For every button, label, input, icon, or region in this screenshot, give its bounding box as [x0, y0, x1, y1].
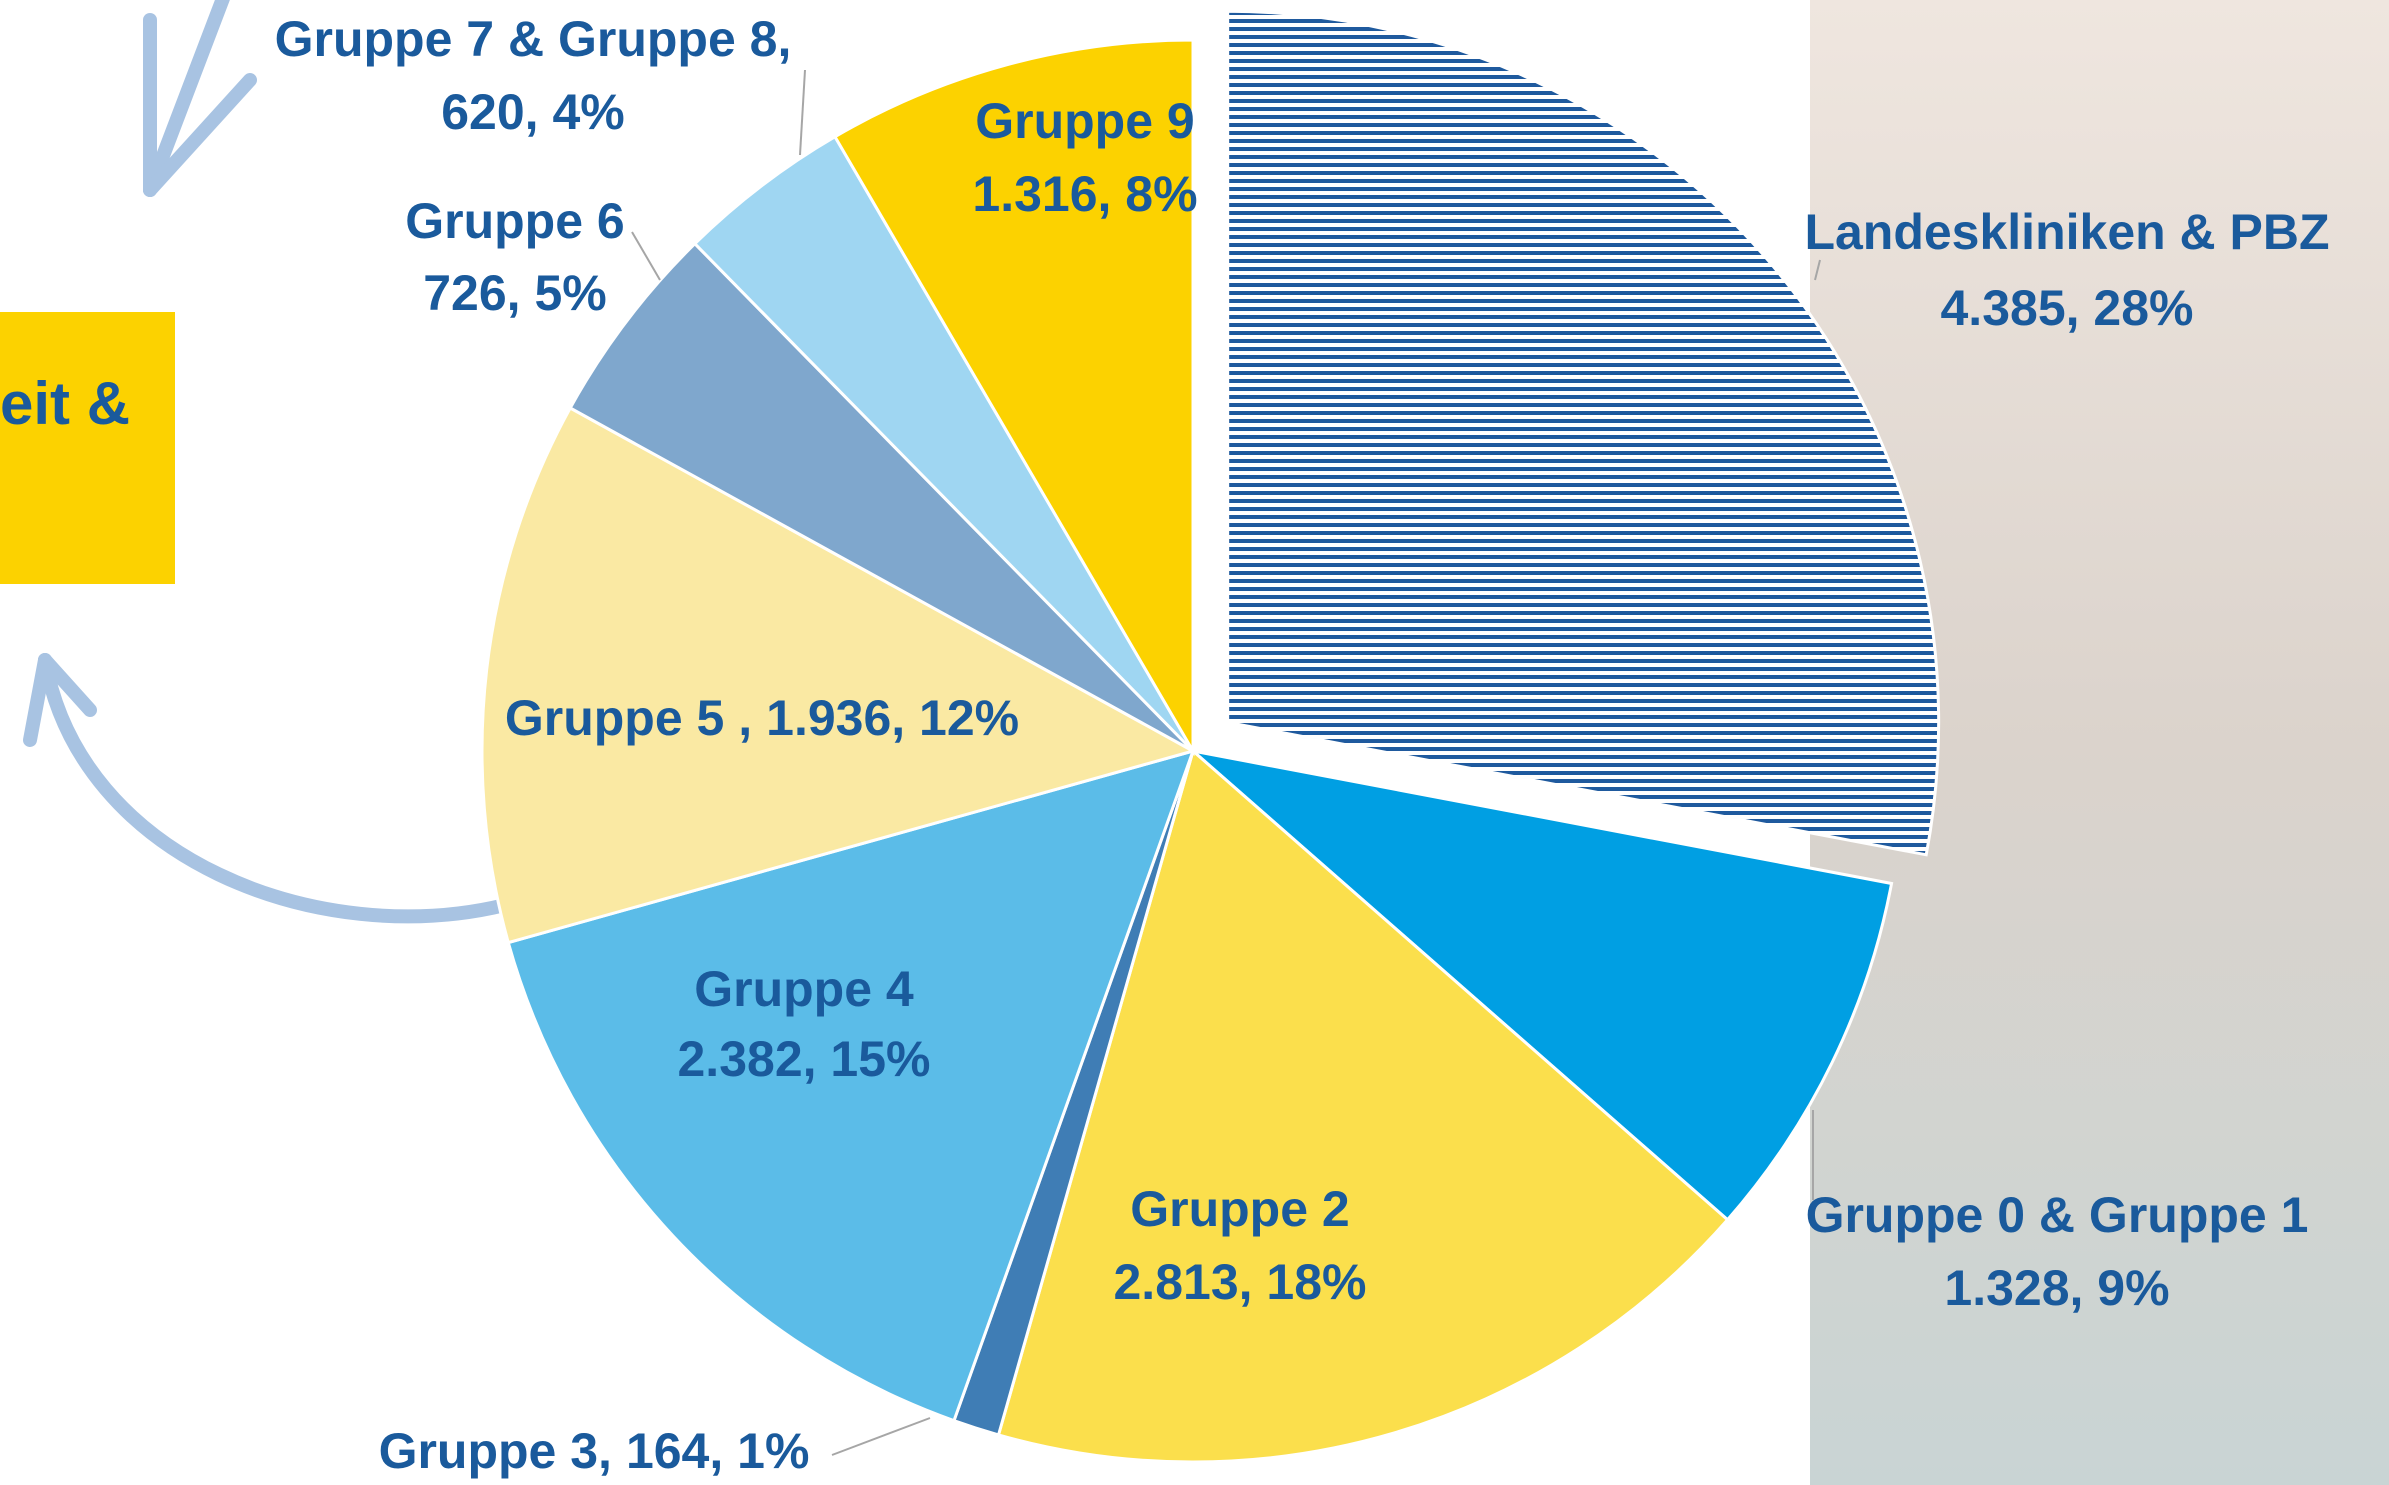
data-label: Gruppe 5 , 1.936, 12%	[505, 690, 1019, 746]
pie-slice	[506, 748, 1196, 1423]
data-label-value: 1.936, 12%	[766, 690, 1019, 746]
data-label-name: Landeskliniken & PBZ	[1804, 204, 2329, 260]
data-label-value: 4.385, 28%	[1941, 280, 2194, 336]
data-label-name: Gruppe 3,	[379, 1423, 612, 1479]
leader-line	[831, 1417, 931, 1456]
pie	[480, 9, 1941, 1464]
data-label-value: 164, 1%	[626, 1423, 809, 1479]
leader-line	[1814, 259, 1821, 281]
side-box-text: eit &	[0, 370, 130, 437]
data-label-name: Gruppe 0 & Gruppe 1	[1806, 1187, 2309, 1243]
data-label-value: 2.813, 18%	[1114, 1254, 1367, 1310]
data-label-name: Gruppe 9	[975, 93, 1194, 149]
data-label-name: Gruppe 5 ,	[505, 690, 752, 746]
pie-slice	[1187, 748, 1894, 1222]
leader-line	[631, 231, 661, 281]
labels: Landeskliniken & PBZ 4.385, 28% Gruppe 0 &…	[275, 11, 2330, 1479]
decorative-arrows	[23, 0, 512, 924]
data-label-value: 726, 5%	[423, 265, 606, 321]
pie-slice	[568, 241, 1195, 753]
pie-slice	[832, 38, 1195, 757]
pie-slice	[1226, 9, 1941, 857]
pie-slice	[480, 405, 1197, 945]
pie-slice	[996, 748, 1730, 1464]
data-label-name: Gruppe 6	[405, 193, 624, 249]
data-label-name: Gruppe 7 & Gruppe 8,	[275, 11, 792, 67]
data-label-name: Gruppe 4	[694, 961, 914, 1017]
side-box	[0, 312, 175, 584]
data-label-value: 1.316, 8%	[972, 166, 1197, 222]
data-label-value: 1.328, 9%	[1944, 1260, 2169, 1316]
data-label-value: 2.382, 15%	[678, 1031, 931, 1087]
data-label-name: Gruppe 2	[1130, 1181, 1349, 1237]
leader-line	[799, 69, 806, 156]
data-label: Gruppe 3, 164, 1%	[379, 1423, 810, 1479]
data-label-value: 620, 4%	[441, 84, 624, 140]
